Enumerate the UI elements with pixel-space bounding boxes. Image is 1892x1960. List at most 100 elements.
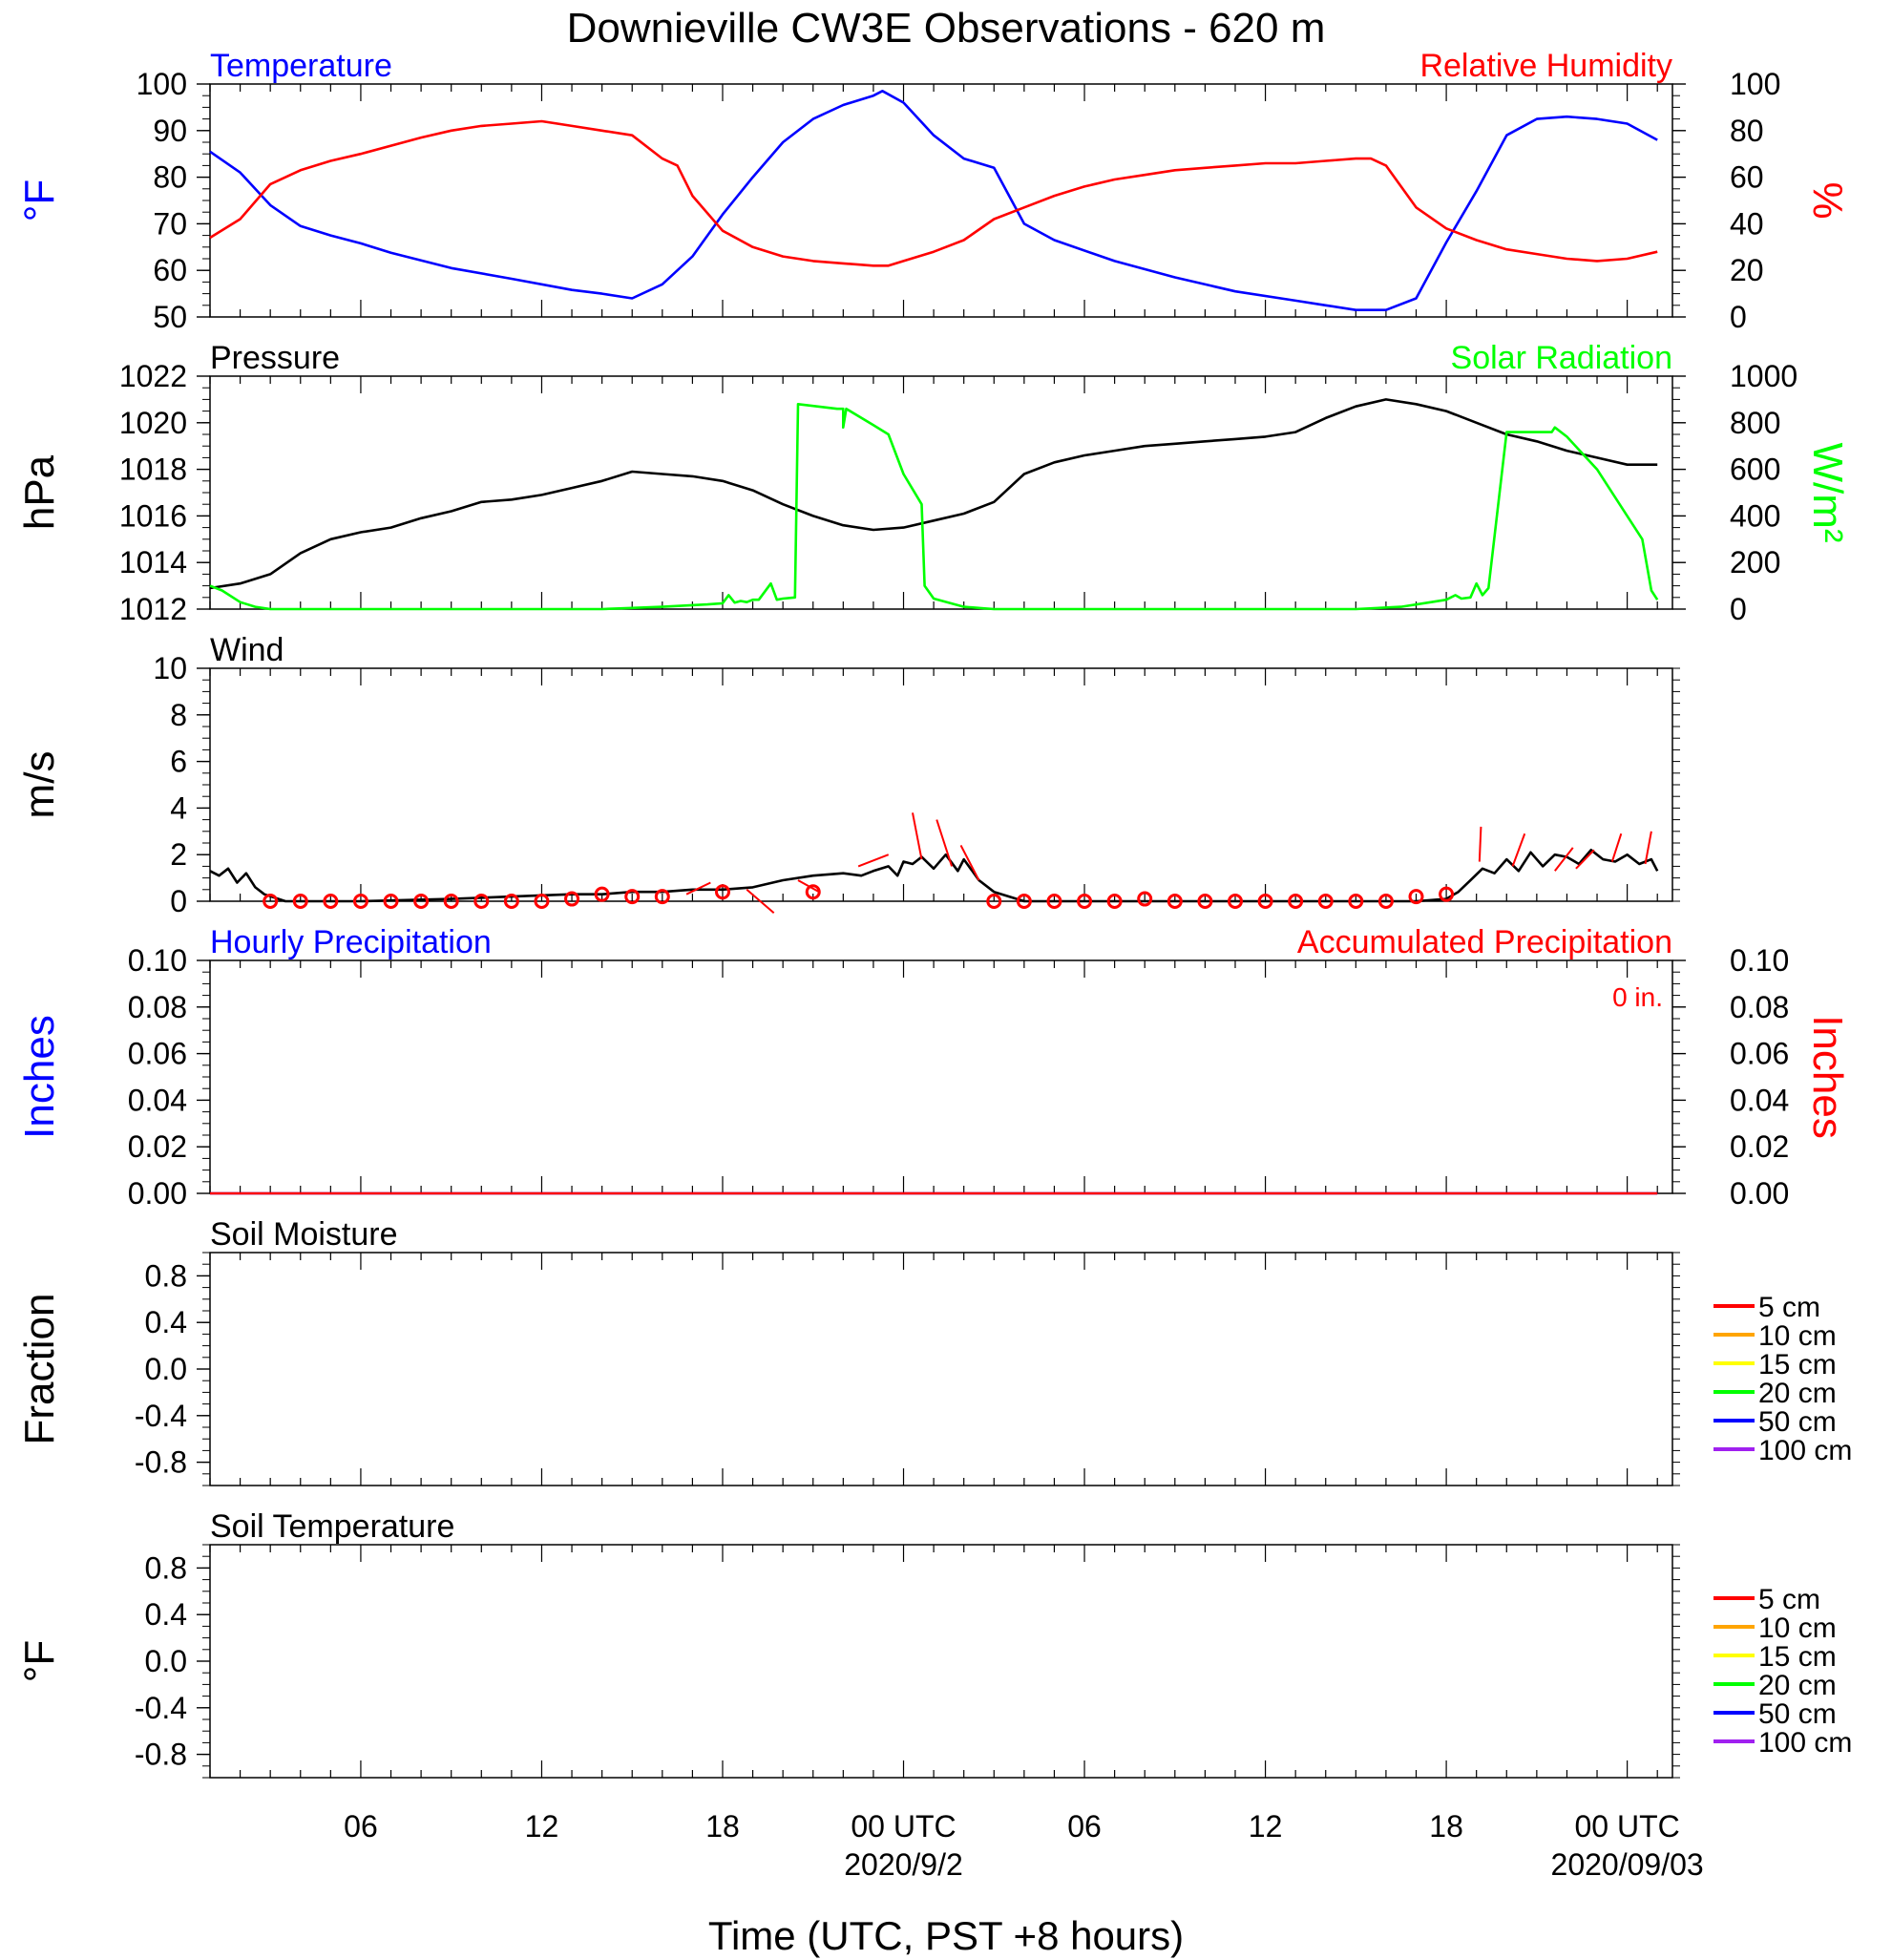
y-left-tick-label: 0.00	[128, 1176, 187, 1211]
y-left-title: hPa	[16, 454, 63, 530]
y-left-tick-label: 0.06	[128, 1037, 187, 1071]
wind-marker	[534, 894, 550, 909]
wind-barb	[857, 854, 890, 868]
legend-label: 20 cm	[1758, 1670, 1837, 1701]
wind-barb	[959, 844, 980, 881]
y-left-tick-label: 0.02	[128, 1129, 187, 1164]
panel-precip: 0.00 0.02 0.04 0.06 0.08 0.10 0.00 0.02 0.04 0.06…	[16, 924, 1851, 1211]
legend-label: 100 cm	[1758, 1435, 1852, 1466]
y-left-tick-label: 90	[153, 114, 187, 148]
y-left-tick-label: 1014	[119, 545, 187, 580]
y-left-tick-label: 1012	[119, 592, 187, 626]
wind-marker	[263, 894, 279, 909]
y-left-tick-label: 4	[170, 790, 187, 825]
panel-pressure_solar: 1012 1014 1016 1018 1020 1022 0 200 400 600 800 100…	[16, 340, 1851, 626]
panel-title-left: Wind	[210, 632, 284, 668]
wind-marker	[1016, 894, 1032, 909]
series-line-solar-radiation	[209, 402, 1659, 611]
legend-label: 20 cm	[1758, 1378, 1837, 1409]
y-left-title: Inches	[16, 1015, 63, 1139]
y-left-tick-label: -0.8	[135, 1445, 187, 1480]
legend-label: 15 cm	[1758, 1641, 1837, 1673]
y-left-tick-label: 6	[170, 745, 187, 779]
y-right-title: %	[1804, 181, 1851, 219]
x-tick-label: 00 UTC	[851, 1809, 956, 1844]
y-left-tick-label: -0.8	[135, 1738, 187, 1772]
wind-marker	[473, 894, 490, 909]
wind-marker	[1408, 889, 1424, 905]
y-left-tick-label: 1020	[119, 406, 187, 440]
wind-barb	[746, 889, 775, 914]
panel-temp_rh: 50 60 70 80 90 100 0 20 40 60 80 100 Temperature Rela…	[16, 48, 1851, 334]
wind-marker	[654, 889, 670, 905]
y-right-tick-label: 100	[1730, 67, 1780, 101]
y-left-tick-label: 0	[170, 884, 187, 918]
wind-marker	[594, 886, 610, 902]
y-left-tick-label: 0.8	[145, 1550, 187, 1585]
legend-label: 50 cm	[1758, 1698, 1837, 1730]
x-tick-label: 06	[1067, 1809, 1102, 1844]
wind-barb	[1575, 849, 1595, 870]
y-right-tick-label: 40	[1730, 206, 1764, 241]
panel-title-right: Accumulated Precipitation	[1297, 924, 1672, 960]
y-right-title: W/m²	[1804, 442, 1851, 542]
wind-marker	[1227, 894, 1243, 909]
x-tick-sublabel: 2020/09/03	[1551, 1847, 1704, 1882]
series-line-relative-humidity	[209, 119, 1658, 267]
y-right-tick-label: 600	[1730, 453, 1780, 487]
x-tick-label: 12	[1249, 1809, 1283, 1844]
panel-title-left: Pressure	[210, 340, 340, 376]
y-left-tick-label: 0.10	[128, 943, 187, 978]
wind-marker	[352, 894, 368, 909]
wind-marker	[1377, 894, 1394, 909]
wind-marker	[564, 891, 580, 907]
wind-marker	[292, 894, 308, 909]
wind-marker	[443, 894, 459, 909]
wind-marker	[413, 894, 430, 909]
wind-marker	[503, 894, 519, 909]
wind-marker	[805, 884, 821, 900]
wind-barb	[1511, 832, 1526, 867]
legend-label: 10 cm	[1758, 1612, 1837, 1644]
legend-label: 10 cm	[1758, 1320, 1837, 1352]
y-left-tick-label: 10	[153, 651, 187, 685]
wind-marker	[1106, 894, 1123, 909]
panel-title-left: Soil Moisture	[210, 1216, 398, 1253]
plot-frame	[209, 667, 1673, 902]
x-tick-sublabel: 2020/9/2	[844, 1847, 963, 1882]
panel-title-left: Soil Temperature	[210, 1508, 454, 1545]
y-left-tick-label: 60	[153, 253, 187, 287]
panel-title-right: Relative Humidity	[1419, 48, 1672, 84]
y-left-title: °F	[16, 179, 63, 221]
y-right-tick-label: 0.00	[1730, 1176, 1789, 1211]
y-left-tick-label: 8	[170, 698, 187, 732]
wind-marker	[986, 894, 1002, 909]
x-axis-label: Time (UTC, PST +8 hours)	[708, 1913, 1184, 1958]
y-right-tick-label: 0	[1730, 592, 1747, 626]
x-tick-label: 18	[1429, 1809, 1463, 1844]
wind-barb	[912, 812, 923, 860]
y-left-tick-label: 1016	[119, 498, 187, 533]
wind-marker	[1257, 894, 1273, 909]
plot-frame	[209, 1544, 1673, 1779]
plot-frame	[209, 1252, 1673, 1486]
x-tick-label: 06	[344, 1809, 378, 1844]
wind-marker	[1348, 894, 1364, 909]
wind-marker	[1137, 891, 1153, 907]
panel-title-right: Solar Radiation	[1451, 340, 1672, 376]
y-left-tick-label: 0.4	[145, 1305, 187, 1339]
wind-marker	[1046, 894, 1062, 909]
y-left-tick-label: 50	[153, 300, 187, 334]
y-left-title: m/s	[16, 751, 63, 819]
y-left-tick-label: 1022	[119, 359, 187, 393]
panel-wind: 0 2 4 6 8 10 Wind m/s	[16, 632, 1680, 918]
wind-barb	[685, 881, 711, 896]
legend-label: 5 cm	[1758, 1584, 1820, 1615]
plot-frame	[209, 959, 1673, 1194]
y-right-tick-label: 0.08	[1730, 990, 1789, 1024]
wind-barb	[935, 819, 954, 867]
y-right-tick-label: 0.02	[1730, 1129, 1789, 1164]
panel-annotation: 0 in.	[1612, 982, 1663, 1012]
y-right-tick-label: 0.10	[1730, 943, 1789, 978]
legend-label: 100 cm	[1758, 1727, 1852, 1759]
